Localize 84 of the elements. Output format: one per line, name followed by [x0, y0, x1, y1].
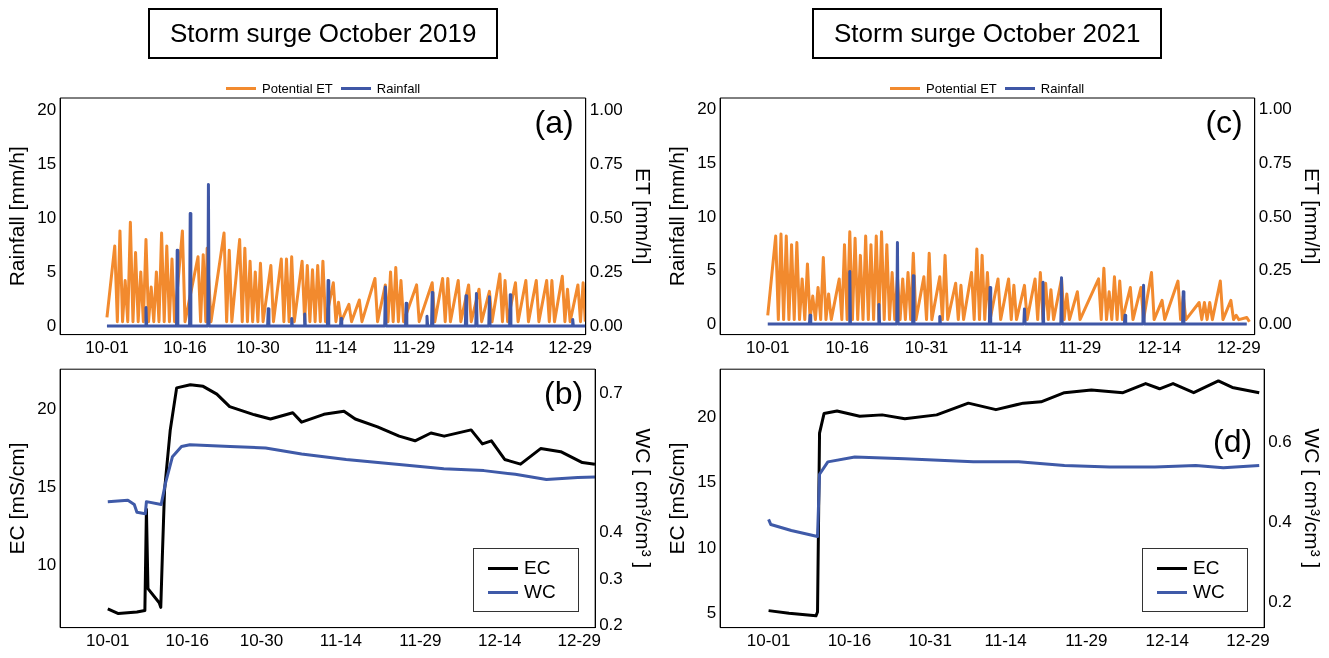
- y2-tick-label: 0.75: [1258, 152, 1292, 172]
- annotation: (c): [1205, 103, 1243, 140]
- x-tick-label: 11-29: [399, 631, 442, 651]
- y2-tick-label: 0.4: [599, 522, 623, 542]
- x-tick-label: 12-29: [548, 338, 592, 358]
- y-tick-label: 0: [46, 315, 57, 335]
- y2-tick-label: 0.6: [1268, 432, 1292, 452]
- y-tick-label: 10: [697, 206, 717, 226]
- y-tick-label: 10: [697, 537, 717, 557]
- x-tick-label: 10-01: [86, 631, 130, 651]
- y-axis-title: Rainfall [mm/h]: [665, 146, 689, 287]
- legend-label: Rainfall: [1040, 81, 1085, 96]
- x-tick-label: 11-14: [319, 631, 362, 651]
- x-tick-label: 11-14: [314, 338, 358, 358]
- x-tick-label: 11-29: [1058, 338, 1102, 358]
- x-tick-label: 10-01: [746, 631, 791, 651]
- x-tick-label: 11-14: [979, 338, 1022, 358]
- legend-label: Potential ET: [262, 81, 333, 96]
- x-tick-label: 10-30: [236, 338, 280, 358]
- chart-title: Storm surge October 2021: [812, 8, 1163, 59]
- y-tick-label: 0: [706, 313, 717, 333]
- legend-label: Rainfall: [376, 81, 421, 96]
- annotation: (b): [544, 375, 584, 412]
- x-tick-label: 10-01: [746, 338, 790, 358]
- y2-tick-label: 0.50: [589, 207, 623, 227]
- x-tick-label: 12-29: [557, 631, 602, 651]
- x-tick-label: 10-31: [908, 631, 952, 651]
- y-tick-label: 15: [37, 153, 57, 173]
- y2-tick-label: 0.7: [599, 383, 623, 403]
- y-tick-label: 20: [37, 399, 57, 419]
- y2-tick-label: 1.00: [589, 99, 623, 119]
- y-tick-label: 5: [46, 261, 57, 281]
- x-tick-label: 11-29: [392, 338, 436, 358]
- y2-tick-label: 0.25: [589, 261, 623, 281]
- y-axis-title: Rainfall [mm/h]: [5, 146, 29, 287]
- annotation: (a): [534, 103, 574, 140]
- legend-label: EC: [524, 557, 551, 579]
- x-tick-label: 10-16: [827, 631, 872, 651]
- y2-tick-label: 0.00: [1258, 313, 1292, 333]
- x-tick-label: 10-31: [904, 338, 949, 358]
- x-tick-label: 10-16: [825, 338, 869, 358]
- x-tick-label: 11-29: [1065, 631, 1108, 651]
- y2-tick-label: 0.25: [1258, 260, 1292, 280]
- y-axis-title: EC [mS/cm]: [5, 442, 29, 555]
- y-tick-label: 20: [697, 407, 717, 427]
- y2-tick-label: 0.2: [1268, 592, 1292, 612]
- y2-tick-label: 1.00: [1258, 99, 1292, 119]
- legend-label: Potential ET: [926, 81, 997, 96]
- y-tick-label: 5: [706, 602, 717, 622]
- legend-label: EC: [1193, 557, 1220, 579]
- x-tick-label: 12-14: [478, 631, 522, 651]
- x-tick-label: 12-14: [1137, 338, 1182, 358]
- y-tick-label: 15: [697, 152, 717, 172]
- y2-tick-label: 0.50: [1258, 206, 1292, 226]
- x-tick-label: 11-14: [984, 631, 1027, 651]
- y2-tick-label: 0.2: [599, 614, 623, 634]
- x-tick-label: 12-29: [1226, 631, 1270, 651]
- y2-axis-title: WC [ cm³/cm³ ]: [631, 428, 655, 569]
- y-tick-label: 20: [37, 99, 57, 119]
- y-tick-label: 15: [37, 477, 57, 497]
- x-tick-label: 12-14: [470, 338, 514, 358]
- y-tick-label: 20: [697, 99, 717, 119]
- x-tick-label: 12-14: [1145, 631, 1189, 651]
- chart-title: Storm surge October 2019: [148, 8, 499, 59]
- y2-axis-title: ET [mm/h]: [631, 168, 655, 265]
- y2-tick-label: 0.4: [1268, 512, 1292, 532]
- y2-axis-title: ET [mm/h]: [1300, 168, 1324, 265]
- y2-tick-label: 0.00: [589, 315, 623, 335]
- y-axis-title: EC [mS/cm]: [665, 442, 689, 555]
- y-tick-label: 5: [706, 260, 717, 280]
- x-tick-label: 12-29: [1217, 338, 1261, 358]
- x-tick-label: 10-30: [239, 631, 284, 651]
- x-tick-label: 10-01: [85, 338, 129, 358]
- y2-axis-title: WC [ cm³/cm³ ]: [1300, 428, 1324, 569]
- y2-tick-label: 0.3: [599, 568, 623, 588]
- y-tick-label: 10: [37, 555, 57, 575]
- y2-tick-label: 0.75: [589, 153, 623, 173]
- x-tick-label: 10-16: [163, 338, 207, 358]
- legend-label: WC: [1193, 581, 1225, 603]
- y-tick-label: 10: [37, 207, 57, 227]
- y-tick-label: 15: [697, 472, 717, 492]
- annotation: (d): [1213, 423, 1253, 460]
- x-tick-label: 10-16: [165, 631, 209, 651]
- legend-label: WC: [524, 581, 556, 603]
